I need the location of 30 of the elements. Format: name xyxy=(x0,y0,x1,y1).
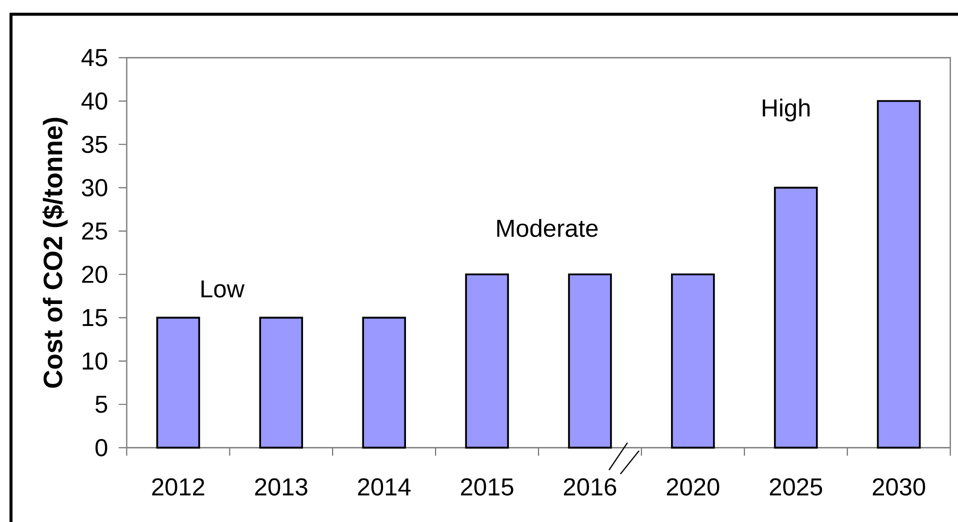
y-tick-label: 20 xyxy=(82,266,108,284)
bar xyxy=(362,316,406,449)
annotation: High xyxy=(762,98,810,122)
annotation: Low xyxy=(202,280,245,298)
x-tick-label: 2025 xyxy=(770,478,822,496)
bar xyxy=(259,316,304,449)
x-tick-label: 2014 xyxy=(358,478,411,496)
y-tick-label: 30 xyxy=(82,179,108,196)
x-tick-label: 2015 xyxy=(461,478,514,496)
y-tick-label: 40 xyxy=(81,92,108,110)
y-tick-label: 10 xyxy=(82,352,108,370)
x-tick-label: 2030 xyxy=(872,478,926,496)
annotation: Moderate xyxy=(497,219,598,237)
bar xyxy=(465,273,509,449)
y-axis-title: Cost of CO2 ($/tonne) xyxy=(42,118,68,388)
y-tick-label: 5 xyxy=(96,396,108,413)
bar xyxy=(156,316,200,449)
bar xyxy=(774,186,818,449)
bar xyxy=(568,273,612,449)
x-tick-label: 2016 xyxy=(564,478,616,496)
x-tick-label: 2012 xyxy=(152,478,204,496)
bar xyxy=(876,100,921,449)
bar xyxy=(671,273,715,449)
y-tick-label: 0 xyxy=(95,439,108,456)
x-tick-label: 2020 xyxy=(666,478,720,496)
y-tick-label: 45 xyxy=(81,49,108,66)
x-tick-label: 2013 xyxy=(255,478,308,496)
y-tick-label: 35 xyxy=(82,136,108,154)
y-tick-label: 25 xyxy=(82,222,108,240)
y-tick-label: 15 xyxy=(82,309,108,326)
